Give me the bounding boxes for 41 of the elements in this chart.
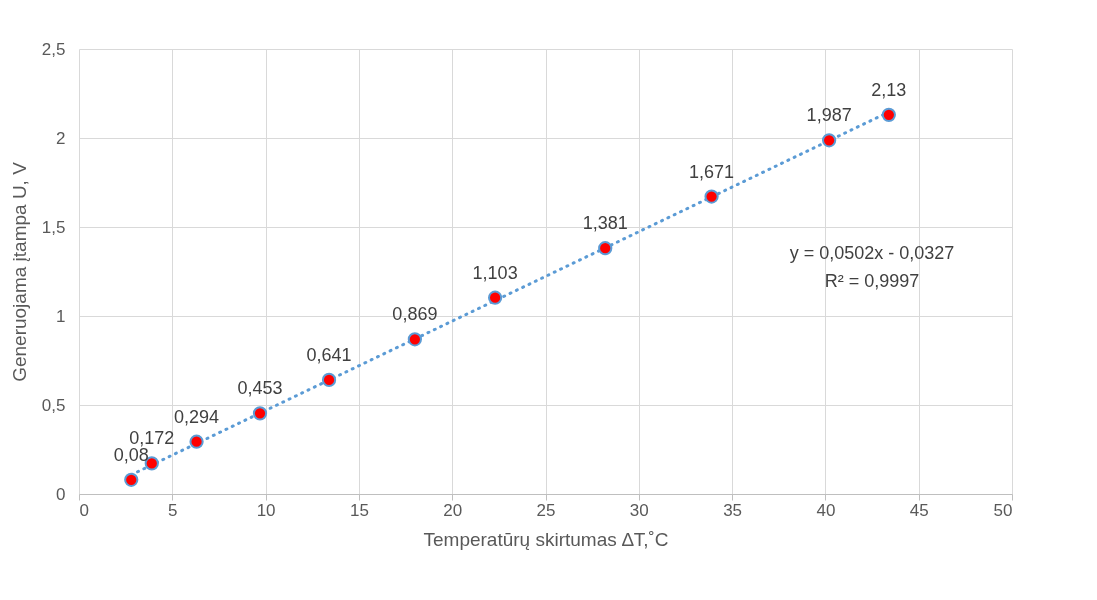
point (124, 472, 139, 487)
y-tick-label: 0 (56, 484, 66, 504)
point (487, 290, 503, 305)
y-tick-label: 2 (56, 128, 66, 148)
point (321, 372, 337, 388)
x-tick-label: 40 (816, 500, 836, 520)
x-tick-label: 25 (536, 500, 556, 520)
x-tick-label: 10 (256, 500, 276, 520)
point (407, 332, 422, 347)
data-label: 1,381 (582, 213, 628, 234)
point (598, 241, 613, 256)
x-tick-label: 15 (349, 500, 369, 520)
data-label: 0,869 (392, 304, 438, 325)
data-label: 1,671 (689, 161, 735, 182)
point (822, 133, 837, 148)
data-label: 0,641 (306, 344, 352, 365)
point (252, 406, 268, 421)
y-tick-label: 2,5 (41, 39, 66, 59)
annotation: y = 0,0502x - 0,0327 (789, 243, 955, 263)
x-tick-label: 0 (79, 500, 89, 520)
x-tick-label: 50 (993, 500, 1013, 520)
data-label: 2,13 (871, 79, 907, 100)
x-tick-label: 30 (629, 500, 649, 520)
data-label: 0,453 (237, 378, 283, 399)
point (189, 434, 204, 449)
y-tick-label: 1,5 (41, 217, 66, 237)
y-tick-label: 1 (56, 306, 66, 326)
data-label: 1,103 (472, 262, 518, 283)
x-tick-label: 5 (168, 500, 178, 520)
y-axis-title: Generuojama įtampa U, V (8, 161, 30, 382)
x-axis-title: Temperatūrų skirtumas ∆T,˚C (423, 528, 669, 550)
x-tick-label: 35 (723, 500, 743, 520)
x-tick-label: 45 (909, 500, 929, 520)
annotation: R² = 0,9997 (824, 271, 920, 291)
data-label: 1,987 (806, 105, 852, 126)
x-tick-label: 20 (443, 500, 463, 520)
y-tick-label: 0,5 (41, 395, 66, 415)
point (704, 189, 719, 204)
point (881, 107, 896, 122)
data-label: 0,172 (129, 428, 175, 449)
data-label: 0,294 (174, 406, 220, 427)
